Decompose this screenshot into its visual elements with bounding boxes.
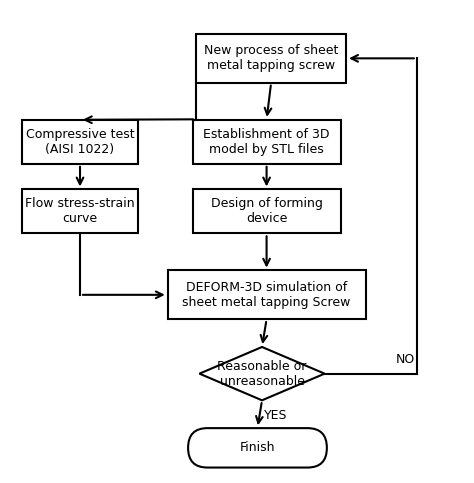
FancyBboxPatch shape	[168, 270, 365, 319]
FancyBboxPatch shape	[192, 189, 340, 233]
FancyBboxPatch shape	[22, 120, 138, 164]
Polygon shape	[200, 347, 325, 400]
FancyBboxPatch shape	[22, 189, 138, 233]
Text: Finish: Finish	[240, 441, 275, 455]
Text: New process of sheet
metal tapping screw: New process of sheet metal tapping screw	[204, 44, 338, 72]
Text: Design of forming
device: Design of forming device	[210, 198, 322, 226]
FancyBboxPatch shape	[192, 120, 340, 164]
Text: Flow stress-strain
curve: Flow stress-strain curve	[25, 198, 135, 226]
Text: YES: YES	[264, 409, 287, 422]
Text: Reasonable or
unreasonable: Reasonable or unreasonable	[218, 360, 307, 388]
FancyBboxPatch shape	[188, 428, 327, 468]
Text: Establishment of 3D
model by STL files: Establishment of 3D model by STL files	[203, 128, 330, 156]
Text: Compressive test
(AISI 1022): Compressive test (AISI 1022)	[26, 128, 134, 156]
Text: DEFORM-3D simulation of
sheet metal tapping Screw: DEFORM-3D simulation of sheet metal tapp…	[182, 281, 351, 309]
FancyBboxPatch shape	[196, 34, 346, 83]
Text: NO: NO	[396, 353, 415, 366]
